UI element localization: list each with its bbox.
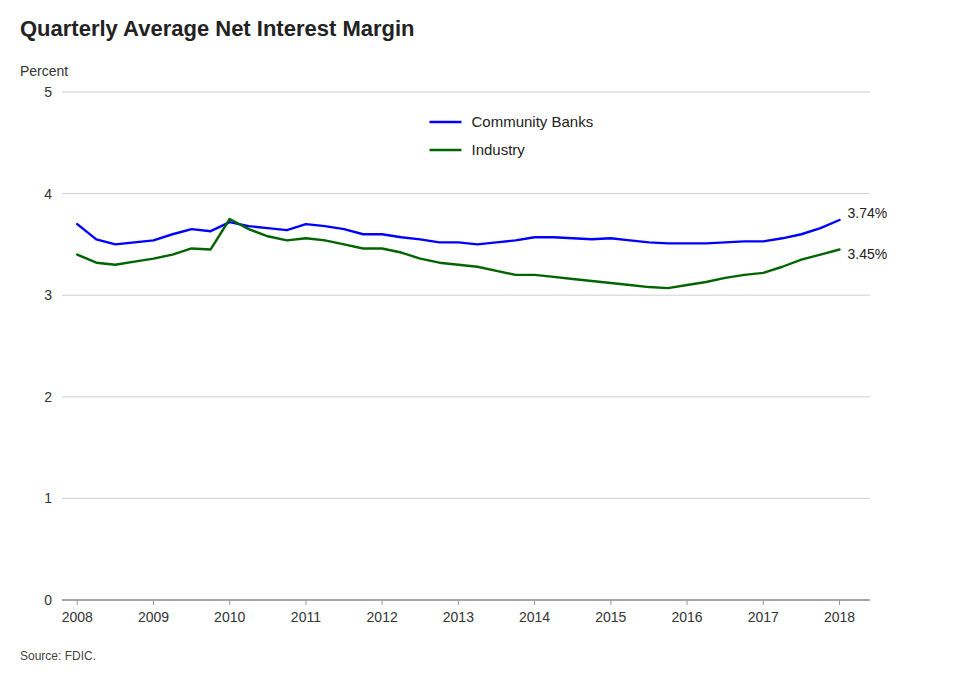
x-tick: [763, 600, 764, 605]
grid-line: [62, 295, 870, 296]
x-tick-label: 2015: [595, 609, 626, 625]
end-label: 3.45%: [848, 246, 888, 262]
grid-line: [62, 193, 870, 194]
y-label: Percent: [20, 63, 68, 79]
grid-line: [62, 396, 870, 397]
x-tick: [610, 600, 611, 605]
x-tick-label: 2014: [519, 609, 550, 625]
x-tick: [153, 600, 154, 605]
grid-line: [62, 498, 870, 499]
x-tick-label: 2018: [824, 609, 855, 625]
chart: Quarterly Average Net Interest Margin Per…: [0, 0, 960, 674]
y-tick-label: 1: [44, 490, 52, 506]
grid-line: [62, 92, 870, 93]
x-tick-label: 2016: [671, 609, 702, 625]
grid: [62, 92, 870, 600]
legend-label: Industry: [471, 141, 525, 158]
plot-area: [77, 219, 839, 288]
x-tick-label: 2009: [138, 609, 169, 625]
source: Source: FDIC.: [20, 649, 96, 663]
series-line: [77, 219, 839, 288]
title: Quarterly Average Net Interest Margin: [20, 16, 415, 41]
x-tick: [534, 600, 535, 605]
grid-line: [62, 600, 870, 601]
x-tick: [229, 600, 230, 605]
y-tick-label: 4: [44, 186, 52, 202]
x-tick: [305, 600, 306, 605]
x-tick-label: 2017: [748, 609, 779, 625]
series-line: [77, 220, 839, 244]
x-tick: [77, 600, 78, 605]
legend-label: Community Banks: [471, 113, 593, 130]
x-tick: [458, 600, 459, 605]
x-axis-line: [62, 600, 870, 601]
x-tick-label: 2008: [62, 609, 93, 625]
legend-swatch: [429, 149, 461, 151]
x-tick-label: 2010: [214, 609, 245, 625]
x-tick-label: 2011: [291, 609, 321, 625]
x-tick: [839, 600, 840, 605]
end-label: 3.74%: [848, 205, 888, 221]
y-tick-label: 5: [44, 84, 52, 100]
x-tick: [687, 600, 688, 605]
x-tick-label: 2012: [367, 609, 398, 625]
legend-swatch: [429, 121, 461, 123]
y-tick-label: 0: [44, 592, 52, 608]
y-tick-label: 3: [44, 287, 52, 303]
y-tick-label: 2: [44, 389, 52, 405]
x-tick: [382, 600, 383, 605]
legend: Community Banks Industry: [429, 113, 593, 158]
x-tick-label: 2013: [443, 609, 474, 625]
